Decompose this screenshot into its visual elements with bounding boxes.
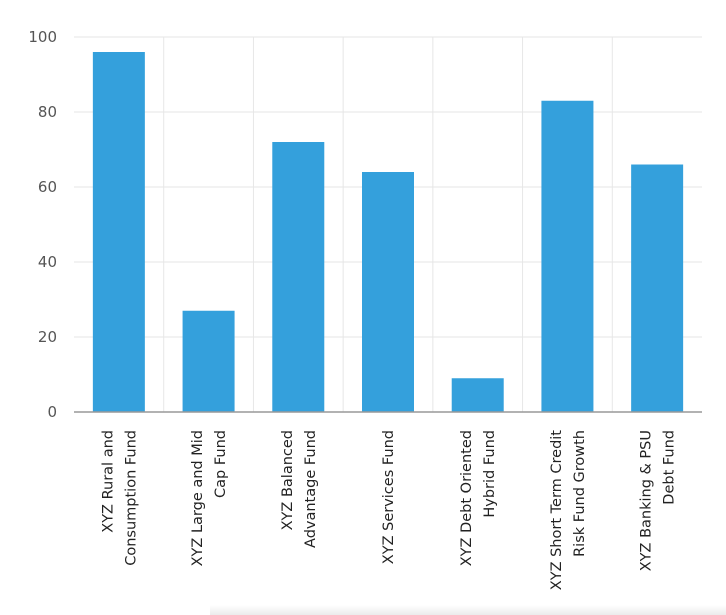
bar[interactable] — [451, 378, 504, 412]
x-tick-label: XYZ Large and Mid — [190, 430, 206, 566]
x-tick-label: XYZ Banking & PSU — [639, 430, 655, 571]
y-tick-label: 100 — [28, 28, 57, 46]
bar[interactable] — [362, 172, 414, 412]
y-axis-ticks: 0 20 40 60 80 100 — [28, 28, 57, 421]
x-tick-label: XYZ Balanced — [280, 430, 296, 530]
y-tick-label: 0 — [47, 403, 57, 421]
x-axis-labels: XYZ Rural and Consumption Fund XYZ Large a… — [100, 430, 677, 591]
bar[interactable] — [631, 164, 684, 413]
x-tick-label: Debt Fund — [662, 430, 678, 505]
x-tick-label: Cap Fund — [213, 430, 229, 498]
x-tick-label: Hybrid Fund — [482, 430, 498, 518]
bar[interactable] — [182, 310, 235, 412]
y-tick-label: 20 — [38, 328, 57, 346]
gridlines — [74, 36, 702, 412]
x-tick-label: XYZ Debt Oriented — [459, 430, 475, 566]
x-tick-label: Advantage Fund — [303, 430, 319, 548]
x-tick-label: XYZ Services Fund — [381, 430, 397, 564]
y-tick-label: 60 — [38, 178, 57, 196]
bottom-shadow — [210, 605, 726, 615]
bar[interactable] — [541, 100, 594, 412]
y-tick-label: 40 — [38, 253, 57, 271]
y-tick-label: 80 — [38, 103, 57, 121]
bars — [92, 52, 684, 413]
bar[interactable] — [272, 142, 325, 412]
x-tick-label: XYZ Rural and — [100, 430, 116, 533]
x-tick-label: Consumption Fund — [123, 430, 139, 566]
bar[interactable] — [92, 52, 145, 412]
x-tick-label: XYZ Short Term Credit — [549, 430, 565, 591]
x-tick-label: Risk Fund Growth — [572, 430, 588, 557]
